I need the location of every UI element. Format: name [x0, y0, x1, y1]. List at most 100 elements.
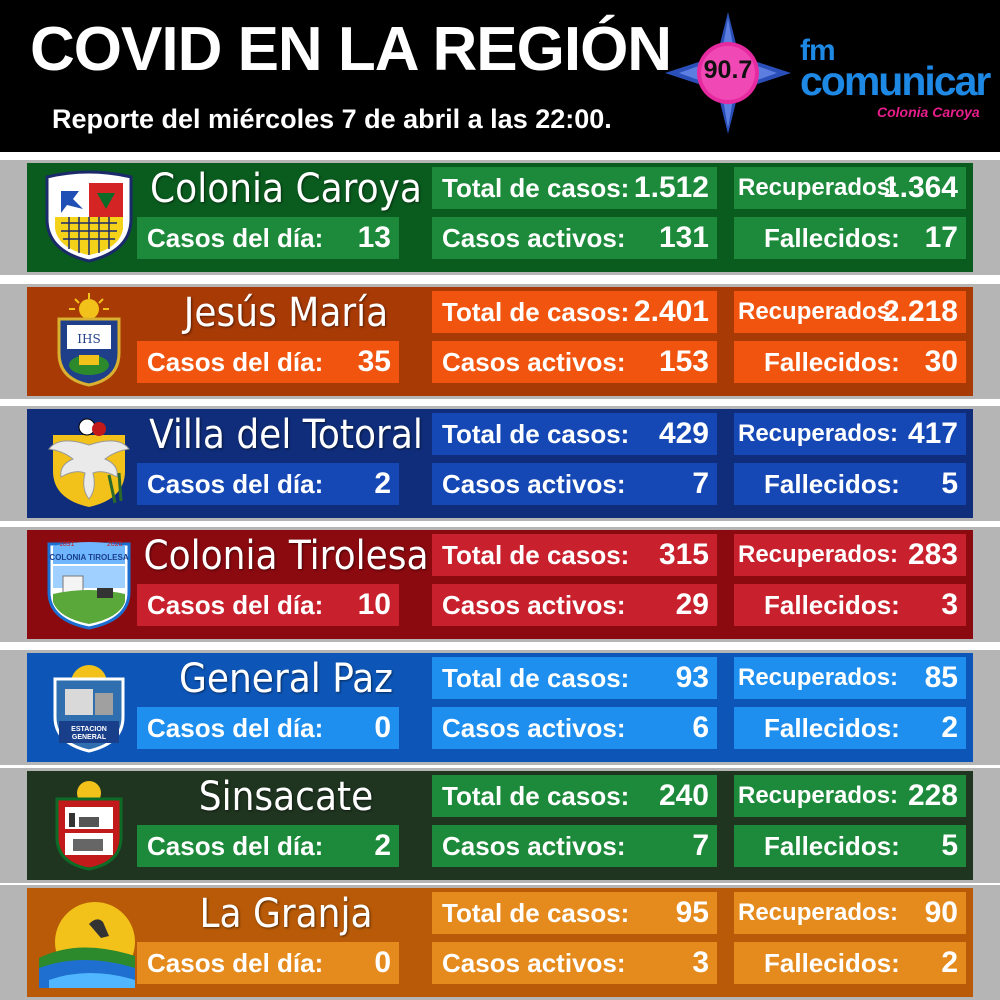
- deaths-box: Fallecidos: 5: [734, 463, 966, 505]
- daily-cases-box-label: Casos del día:: [147, 713, 324, 743]
- active-cases-box-value: 7: [692, 829, 709, 862]
- recovered-box-value: 90: [924, 896, 958, 929]
- recovered-box-value: 2.218: [882, 295, 958, 328]
- town-row: Sinsacate Total de casos: 240 Recuperados: 2…: [0, 768, 1000, 883]
- deaths-box-label: Fallecidos:: [764, 469, 900, 499]
- total-cases-box: Total de casos: 95: [432, 892, 717, 934]
- active-cases-box: Casos activos: 7: [432, 825, 717, 867]
- recovered-box: Recuperados: 85: [734, 657, 966, 699]
- deaths-box-value: 5: [941, 829, 958, 862]
- recovered-box-label: Recuperados:: [738, 782, 899, 809]
- total-cases-box-label: Total de casos:: [442, 898, 630, 928]
- total-cases-box-label: Total de casos:: [442, 663, 630, 693]
- town-row: ESTACION GENERAL General Paz Total de casos…: [0, 650, 1000, 765]
- town-crest-icon: [39, 169, 139, 263]
- recovered-box: Recuperados: 90: [734, 892, 966, 934]
- recovered-box-value: 228: [907, 779, 958, 812]
- recovered-box: Recuperados: 417: [734, 413, 966, 455]
- recovered-box-label: Recuperados:: [738, 541, 899, 568]
- total-cases-box-value: 240: [658, 779, 709, 812]
- deaths-box-value: 17: [924, 221, 958, 254]
- deaths-box-label: Fallecidos:: [764, 347, 900, 377]
- report-subtitle: Reporte del miércoles 7 de abril a las 2…: [52, 104, 612, 134]
- svg-text:1891: 1891: [59, 541, 75, 548]
- deaths-box-value: 2: [941, 711, 958, 744]
- daily-cases-box: Casos del día: 13: [137, 217, 399, 259]
- daily-cases-box: Casos del día: 0: [137, 942, 399, 984]
- daily-cases-box: Casos del día: 10: [137, 584, 399, 626]
- recovered-box-value: 417: [907, 417, 958, 450]
- town-band: Colonia Caroya Total de casos: 1.512 Recupe…: [27, 163, 973, 272]
- town-crest-icon: [39, 777, 139, 871]
- town-crest-icon: IHS: [39, 293, 139, 387]
- town-band: Villa del Totoral Total de casos: 429 Recup…: [27, 409, 973, 518]
- recovered-box-label: Recuperados:: [738, 899, 899, 926]
- deaths-box-label: Fallecidos:: [764, 223, 900, 253]
- recovered-box-label: Recuperados:: [738, 298, 899, 325]
- total-cases-box-label: Total de casos:: [442, 419, 630, 449]
- header: COVID EN LA REGIÓN Reporte del miércoles…: [0, 0, 1000, 152]
- total-cases-box: Total de casos: 2.401: [432, 291, 717, 333]
- deaths-box-value: 30: [924, 345, 958, 378]
- town-band: IHS Jesús María Total de casos: 2.401 Recupe…: [27, 287, 973, 396]
- recovered-box-value: 283: [907, 538, 958, 571]
- logo-name: comunicar: [800, 58, 991, 104]
- active-cases-box: Casos activos: 29: [432, 584, 717, 626]
- town-row: COLONIA TIROLESA 1891 2020 Colonia Tirolesa…: [0, 527, 1000, 642]
- recovered-box: Recuperados: 1.364: [734, 167, 966, 209]
- total-cases-box-value: 1.512: [633, 171, 709, 204]
- daily-cases-box-value: 2: [374, 467, 391, 500]
- town-name: General Paz: [178, 656, 394, 702]
- active-cases-box-label: Casos activos:: [442, 590, 626, 620]
- deaths-box-value: 3: [941, 588, 958, 621]
- total-cases-box-label: Total de casos:: [442, 540, 630, 570]
- active-cases-box-label: Casos activos:: [442, 347, 626, 377]
- town-row: La Granja Total de casos: 95 Recuperados: 90…: [0, 885, 1000, 1000]
- deaths-box-label: Fallecidos:: [764, 831, 900, 861]
- total-cases-box-label: Total de casos:: [442, 781, 630, 811]
- total-cases-box-label: Total de casos:: [442, 173, 630, 203]
- active-cases-box-value: 153: [658, 345, 709, 378]
- total-cases-box: Total de casos: 240: [432, 775, 717, 817]
- active-cases-box: Casos activos: 7: [432, 463, 717, 505]
- active-cases-box-label: Casos activos:: [442, 713, 626, 743]
- daily-cases-box: Casos del día: 0: [137, 707, 399, 749]
- active-cases-box-label: Casos activos:: [442, 948, 626, 978]
- active-cases-box-label: Casos activos:: [442, 469, 626, 499]
- daily-cases-box: Casos del día: 2: [137, 825, 399, 867]
- daily-cases-box-label: Casos del día:: [147, 590, 324, 620]
- total-cases-box: Total de casos: 315: [432, 534, 717, 576]
- recovered-box-label: Recuperados:: [738, 174, 899, 201]
- deaths-box: Fallecidos: 3: [734, 584, 966, 626]
- active-cases-box: Casos activos: 3: [432, 942, 717, 984]
- total-cases-box-label: Total de casos:: [442, 297, 630, 327]
- town-name: Villa del Totoral: [149, 412, 423, 458]
- deaths-box-value: 2: [941, 946, 958, 979]
- daily-cases-box-label: Casos del día:: [147, 469, 324, 499]
- deaths-box-label: Fallecidos:: [764, 948, 900, 978]
- town-name: La Granja: [199, 891, 373, 937]
- daily-cases-box-value: 10: [357, 588, 391, 621]
- total-cases-box: Total de casos: 93: [432, 657, 717, 699]
- deaths-box-value: 5: [941, 467, 958, 500]
- active-cases-box: Casos activos: 131: [432, 217, 717, 259]
- daily-cases-box-value: 13: [357, 221, 391, 254]
- deaths-box: Fallecidos: 17: [734, 217, 966, 259]
- town-row: IHS Jesús María Total de casos: 2.401 Recupe…: [0, 284, 1000, 399]
- svg-text:ESTACION: ESTACION: [71, 726, 107, 733]
- total-cases-box: Total de casos: 1.512: [432, 167, 717, 209]
- recovered-box-label: Recuperados:: [738, 420, 899, 447]
- svg-text:IHS: IHS: [77, 332, 100, 346]
- deaths-box: Fallecidos: 30: [734, 341, 966, 383]
- daily-cases-box-label: Casos del día:: [147, 223, 324, 253]
- total-cases-box-value: 429: [658, 417, 709, 450]
- logo-city: Colonia Caroya: [877, 104, 980, 120]
- recovered-box: Recuperados: 283: [734, 534, 966, 576]
- town-band: La Granja Total de casos: 95 Recuperados: 90…: [27, 888, 973, 997]
- town-name: Colonia Caroya: [150, 166, 422, 212]
- town-band: COLONIA TIROLESA 1891 2020 Colonia Tirolesa…: [27, 530, 973, 639]
- recovered-box-label: Recuperados:: [738, 664, 899, 691]
- total-cases-box-value: 95: [675, 896, 709, 929]
- total-cases-box-value: 93: [675, 661, 709, 694]
